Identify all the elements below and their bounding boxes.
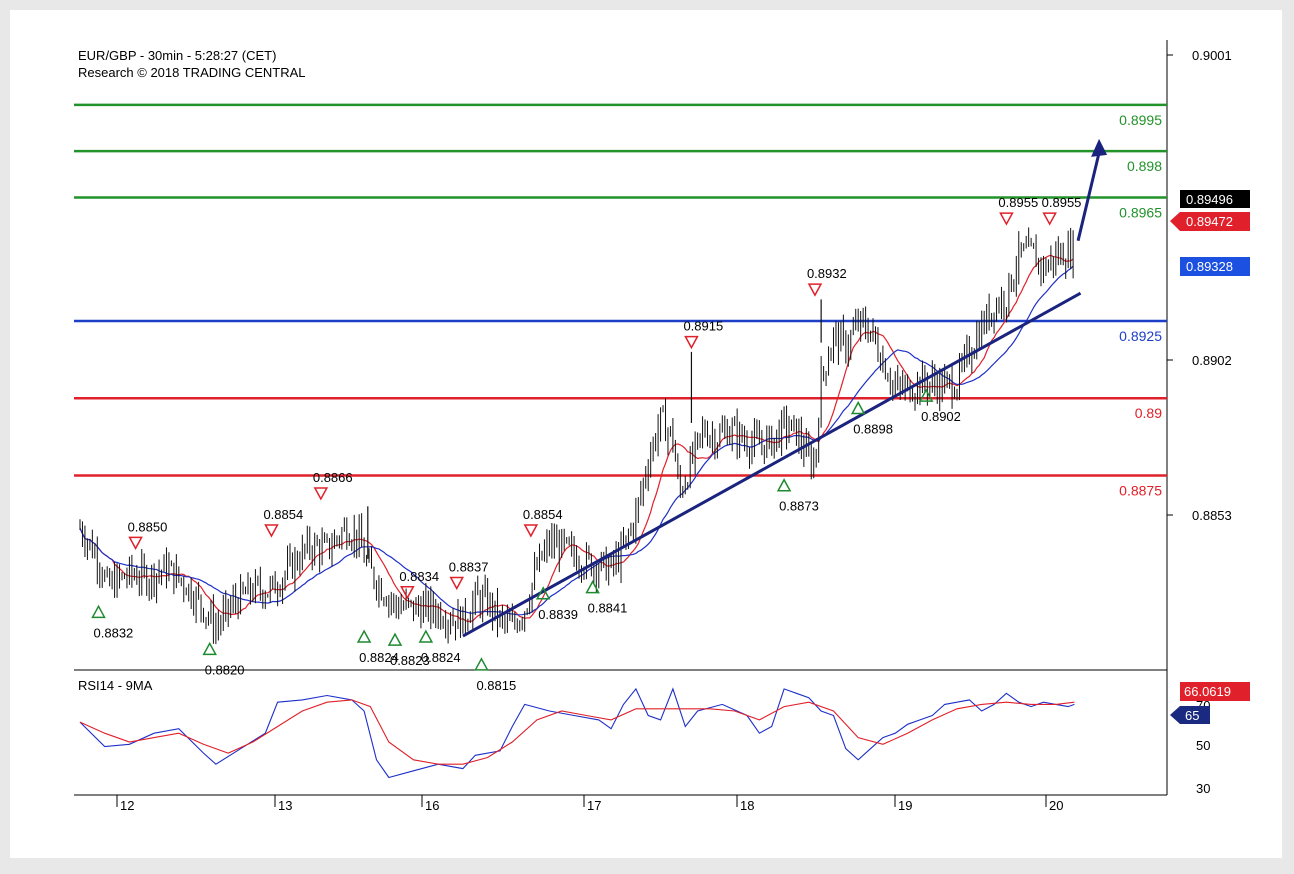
price-tag-ma-blue: 0.89328 (1180, 257, 1250, 276)
y-tick-label-2: 0.8853 (1192, 508, 1232, 523)
resistance-marker-7 (807, 283, 823, 297)
support-label-5: 0.8815 (476, 678, 516, 693)
levels-layer: 0.8995 0.898 0.8965 0.8925 0.89 0.8875 (74, 103, 1167, 498)
rsi-layer (79, 687, 1075, 779)
y-tick-1: 0.8902 (1167, 353, 1232, 368)
rsi-tick-30: 30 (1196, 781, 1210, 796)
x-tick-16: 16 (421, 795, 439, 813)
level-label-1: 0.898 (1127, 158, 1162, 174)
x-tick-label-12: 12 (120, 798, 134, 813)
y-tick-0: 0.9001 (1167, 48, 1232, 63)
support-label-8: 0.8873 (779, 499, 819, 514)
support-label-3: 0.8823 (390, 653, 430, 668)
rsi-series-1 (79, 699, 1075, 765)
resistance-marker-6 (684, 335, 699, 350)
support-marker-6 (535, 586, 551, 600)
support-marker-8 (776, 478, 792, 492)
resistance-marker-3 (400, 586, 415, 600)
resistance-marker-0 (128, 536, 143, 550)
chart-subtitle: Research © 2018 TRADING CENTRAL (78, 65, 306, 80)
support-marker-5 (474, 657, 489, 671)
resistance-label-9: 0.8955 (1042, 195, 1082, 210)
resistance-label-4: 0.8837 (449, 560, 489, 575)
support-marker-9 (850, 400, 866, 415)
rsi-tag-red: 66.0619 (1180, 682, 1250, 701)
price-tag-last-black-label: 0.89496 (1186, 192, 1233, 207)
support-label-10: 0.8902 (921, 409, 961, 424)
resistance-label-8: 0.8955 (998, 195, 1038, 210)
price-tag-last-black: 0.89496 (1180, 190, 1250, 208)
x-tick-12: 12 (116, 795, 134, 813)
x-tick-13: 13 (274, 795, 292, 813)
support-label-0: 0.8832 (94, 625, 134, 640)
rsi-tag-red-label: 66.0619 (1184, 684, 1231, 699)
support-marker-2 (356, 629, 372, 643)
price-tag-last-red: 0.89472 (1170, 212, 1250, 231)
resistance-marker-2 (313, 487, 329, 501)
support-marker-3 (387, 632, 403, 646)
resistance-label-3: 0.8834 (399, 569, 439, 584)
support-label-1: 0.8820 (205, 662, 245, 677)
resistance-label-6: 0.8915 (683, 319, 723, 334)
resistance-marker-9 (1042, 212, 1057, 226)
resistance-marker-4 (449, 576, 465, 591)
resistance-marker-8 (999, 212, 1014, 226)
resistance-label-7: 0.8932 (807, 266, 847, 281)
support-marker-7 (585, 580, 600, 594)
x-tick-17: 17 (583, 795, 601, 813)
support-label-4: 0.8824 (421, 650, 461, 665)
x-tick-label-19: 19 (898, 798, 912, 813)
x-tick-19: 19 (894, 795, 912, 813)
level-label-2: 0.8965 (1119, 205, 1162, 221)
support-label-9: 0.8898 (853, 422, 893, 437)
support-marker-1 (202, 641, 217, 656)
support-label-7: 0.8841 (588, 601, 628, 616)
candles-layer (79, 227, 1074, 645)
resistance-label-1: 0.8854 (263, 507, 303, 522)
ma-slow-line (79, 265, 1074, 616)
rsi-title: RSI14 - 9MA (78, 678, 153, 693)
support-marker-0 (91, 604, 106, 619)
x-tick-20: 20 (1045, 795, 1063, 813)
resistance-marker-1 (264, 524, 279, 538)
x-tick-label-20: 20 (1049, 798, 1063, 813)
support-label-6: 0.8839 (538, 607, 578, 622)
support-marker-10 (918, 388, 934, 402)
support-marker-4 (418, 629, 434, 643)
x-tick-label-17: 17 (587, 798, 601, 813)
resistance-label-5: 0.8854 (523, 507, 563, 522)
price-tag-ma-blue-label: 0.89328 (1186, 259, 1233, 274)
rsi-tag-blue: 65 (1170, 706, 1210, 724)
x-tick-label-16: 16 (425, 798, 439, 813)
price-chart-svg: EUR/GBP - 30min - 5:28:27 (CET) Research… (74, 40, 1250, 813)
trendline (462, 291, 1082, 638)
trend-layer (462, 138, 1108, 638)
level-label-4: 0.89 (1135, 405, 1162, 421)
rsi-tick-50: 50 (1196, 738, 1210, 753)
price-tag-last-red-label: 0.89472 (1186, 214, 1233, 229)
rsi-tag-blue-label: 65 (1185, 708, 1199, 723)
resistance-marker-5 (523, 524, 539, 538)
y-tick-2: 0.8853 (1167, 508, 1232, 523)
markers-layer: 0.8850 0.8854 0.8866 0.8834 0.8837 0.8854 0.89… (91, 195, 1082, 693)
forecast-arrow-head (1091, 138, 1108, 157)
rsi-series-0 (79, 687, 1075, 779)
resistance-label-2: 0.8866 (313, 470, 353, 485)
y-tick-label-0: 0.9001 (1192, 48, 1232, 63)
level-label-5: 0.8875 (1119, 482, 1162, 498)
y-tick-label-1: 0.8902 (1192, 353, 1232, 368)
forecast-arrow-shaft (1076, 152, 1101, 242)
level-label-0: 0.8995 (1119, 112, 1162, 128)
support-label-2: 0.8824 (359, 650, 399, 665)
x-tick-18: 18 (736, 795, 754, 813)
x-tick-label-13: 13 (278, 798, 292, 813)
resistance-label-0: 0.8850 (128, 519, 168, 534)
chart-frame: EUR/GBP - 30min - 5:28:27 (CET) Research… (10, 10, 1282, 858)
x-tick-label-18: 18 (740, 798, 754, 813)
chart-title: EUR/GBP - 30min - 5:28:27 (CET) (78, 48, 276, 63)
level-label-3: 0.8925 (1119, 328, 1162, 344)
